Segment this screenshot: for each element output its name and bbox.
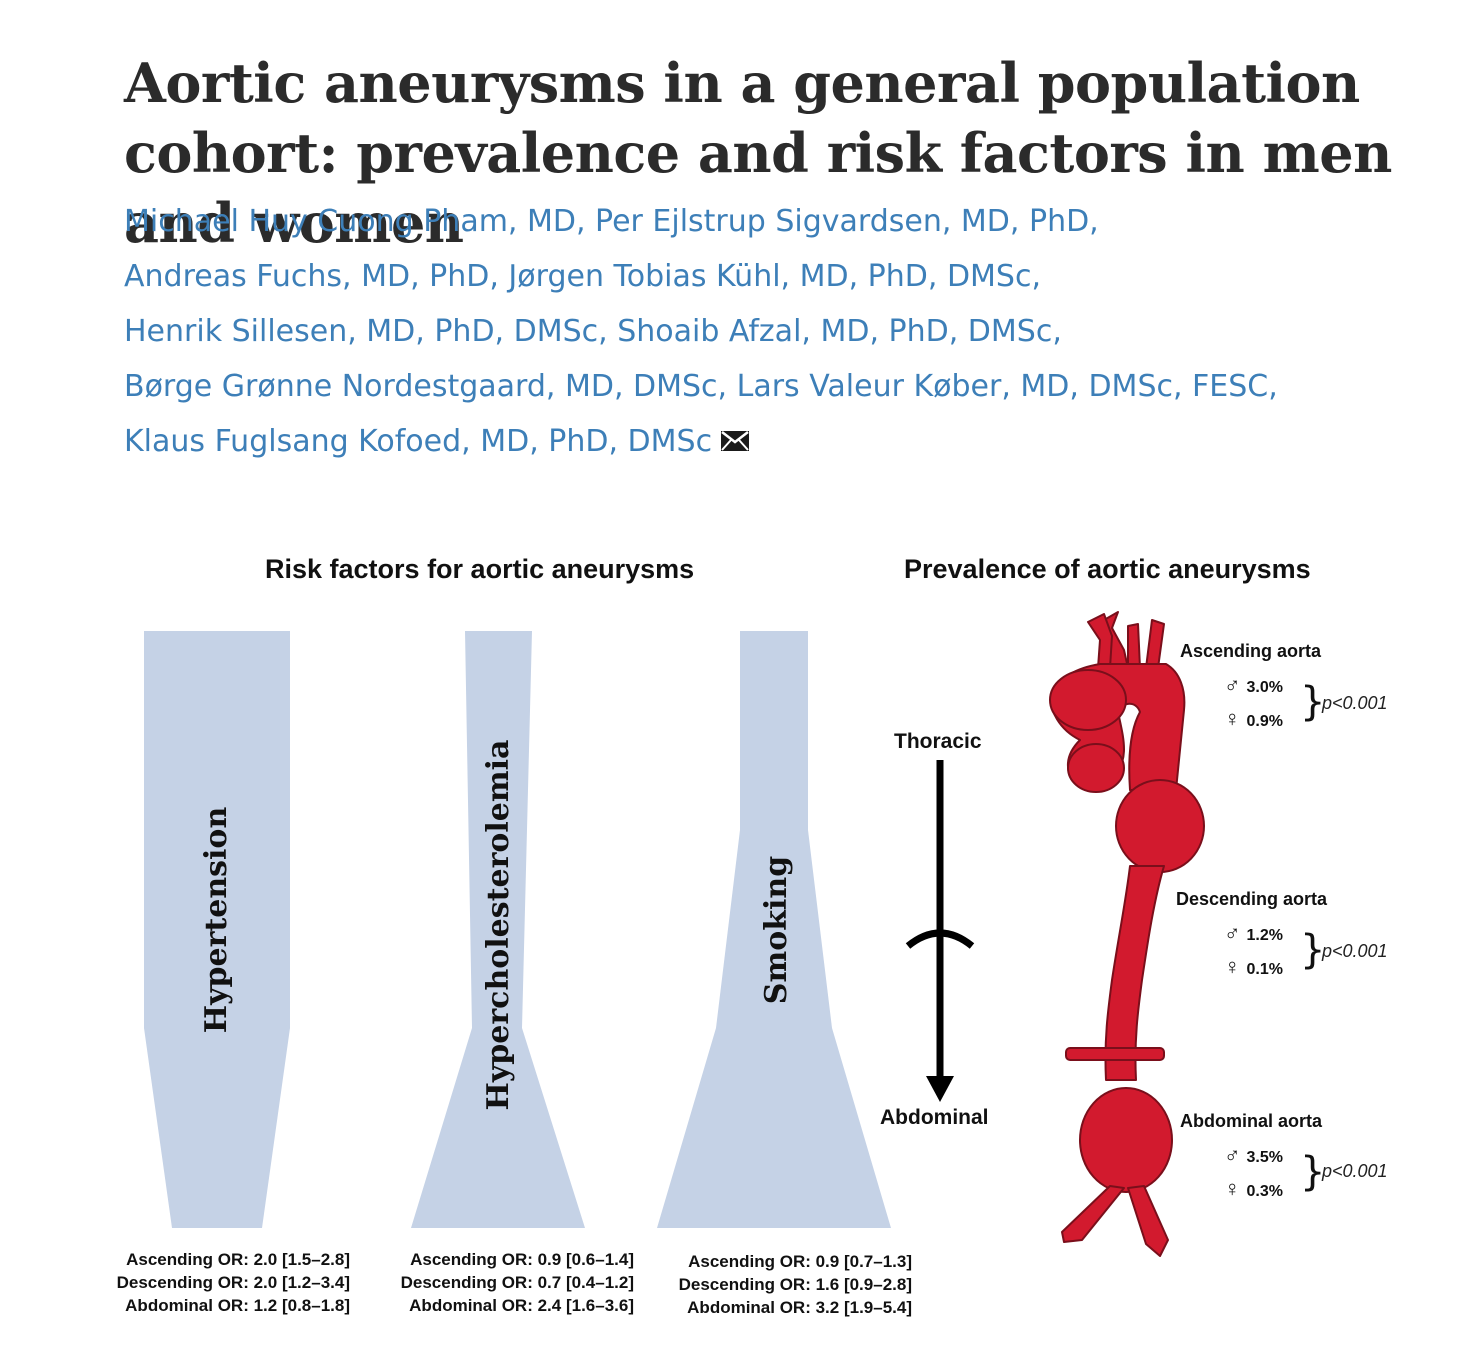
author-line[interactable]: Børge Grønne Nordestgaard, MD, DMSc, Lar…	[124, 369, 1278, 404]
p-value-text: p<0.001	[1322, 1161, 1388, 1181]
male-icon: ♂	[1224, 920, 1241, 945]
abdominal-p-value: p<0.001	[1322, 1161, 1388, 1182]
ascending-p-value: p<0.001	[1322, 693, 1388, 714]
or-line: Ascending OR: 2.0 [1.5–2.8]	[126, 1250, 350, 1269]
author-name[interactable]: Klaus Fuglsang Kofoed, MD, PhD, DMSc	[124, 424, 713, 459]
thoracic-label: Thoracic	[894, 730, 982, 753]
abdominal-aorta-label: Abdominal aorta	[1180, 1111, 1323, 1131]
risk-factors-title: Risk factors for aortic aneurysms	[265, 554, 695, 584]
aorta-illustration	[1049, 611, 1205, 1257]
descending-p-value: p<0.001	[1322, 941, 1388, 962]
smoking-band	[657, 631, 891, 1228]
or-line: Abdominal OR: 2.4 [1.6–3.6]	[409, 1296, 634, 1315]
or-line: Ascending OR: 0.9 [0.6–1.4]	[410, 1250, 634, 1269]
abdominal-label: Abdominal	[880, 1106, 989, 1129]
ascending-female-value: ♀ 0.9%	[1224, 706, 1283, 732]
descending-female-value: ♀ 0.1%	[1224, 954, 1283, 980]
ascending-male-value: ♂ 3.0%	[1224, 672, 1283, 698]
female-icon: ♀	[1224, 1176, 1241, 1201]
female-percent: 0.3%	[1246, 1183, 1283, 1200]
or-line: Abdominal OR: 3.2 [1.9–5.4]	[687, 1298, 912, 1317]
smoking-label: Smoking	[759, 856, 794, 1004]
author-line[interactable]: Henrik Sillesen, MD, PhD, DMSc, Shoaib A…	[124, 314, 1062, 349]
or-line: Abdominal OR: 1.2 [0.8–1.8]	[125, 1296, 350, 1315]
brace-icon: }	[1300, 927, 1326, 973]
hypercholesterolemia-band	[411, 631, 585, 1228]
brace-icon: }	[1300, 1149, 1326, 1195]
p-value-text: p<0.001	[1322, 941, 1388, 961]
female-percent: 0.1%	[1246, 961, 1283, 978]
brace-icon: }	[1300, 679, 1326, 725]
male-percent: 3.5%	[1246, 1149, 1283, 1166]
author-line[interactable]: Michael Huy Cuong Pham, MD, Per Ejlstrup…	[124, 204, 1099, 239]
or-line: Descending OR: 1.6 [0.9–2.8]	[678, 1275, 912, 1294]
hypercholesterolemia-label: Hypercholesterolemia	[481, 740, 516, 1111]
author-line-last: Klaus Fuglsang Kofoed, MD, PhD, DMSc	[124, 414, 1424, 470]
female-icon: ♀	[1224, 954, 1241, 979]
or-line: Ascending OR: 0.9 [0.7–1.3]	[688, 1252, 912, 1271]
hypertension-or-block: Ascending OR: 2.0 [1.5–2.8] Descending O…	[70, 1248, 350, 1317]
author-line[interactable]: Andreas Fuchs, MD, PhD, Jørgen Tobias Kü…	[124, 259, 1042, 294]
female-icon: ♀	[1224, 706, 1241, 731]
female-percent: 0.9%	[1246, 713, 1283, 730]
descending-aorta-label: Descending aorta	[1176, 889, 1328, 909]
ascending-aorta-label: Ascending aorta	[1180, 641, 1322, 661]
or-line: Descending OR: 0.7 [0.4–1.2]	[400, 1273, 634, 1292]
male-percent: 3.0%	[1246, 679, 1283, 696]
smoking-or-block: Ascending OR: 0.9 [0.7–1.3] Descending O…	[630, 1250, 912, 1319]
envelope-icon[interactable]	[720, 415, 750, 470]
prevalence-title: Prevalence of aortic aneurysms	[904, 554, 1311, 584]
author-list: Michael Huy Cuong Pham, MD, Per Ejlstrup…	[124, 194, 1424, 470]
hypertension-label: Hypertension	[199, 807, 234, 1034]
paper-title: Aortic aneurysms in a general population…	[124, 51, 1392, 255]
male-icon: ♂	[1224, 1142, 1241, 1167]
p-value-text: p<0.001	[1322, 693, 1388, 713]
abdominal-male-value: ♂ 3.5%	[1224, 1142, 1283, 1168]
abdominal-female-value: ♀ 0.3%	[1224, 1176, 1283, 1202]
hypercholesterolemia-or-block: Ascending OR: 0.9 [0.6–1.4] Descending O…	[352, 1248, 634, 1317]
male-percent: 1.2%	[1246, 927, 1283, 944]
hypertension-band	[144, 631, 290, 1228]
descending-male-value: ♂ 1.2%	[1224, 920, 1283, 946]
diaphragm-mark	[905, 929, 975, 949]
arrow-head-icon	[926, 1076, 954, 1102]
or-line: Descending OR: 2.0 [1.2–3.4]	[116, 1273, 350, 1292]
male-icon: ♂	[1224, 672, 1241, 697]
